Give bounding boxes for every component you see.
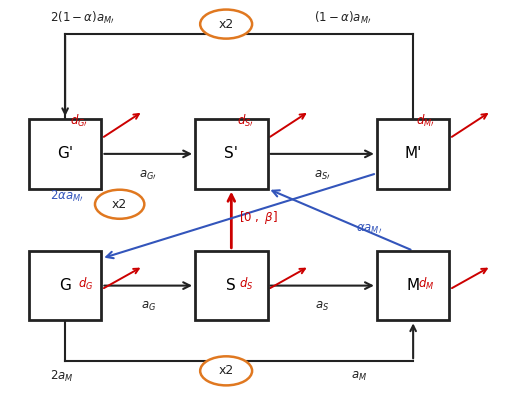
Ellipse shape xyxy=(200,356,252,386)
Text: x2: x2 xyxy=(218,18,234,31)
Text: $a_{G\prime}$: $a_{G\prime}$ xyxy=(139,169,157,182)
Text: x2: x2 xyxy=(112,198,127,211)
Text: x2: x2 xyxy=(218,364,234,377)
FancyBboxPatch shape xyxy=(377,251,449,320)
Text: $2\alpha a_{M\prime}$: $2\alpha a_{M\prime}$ xyxy=(49,189,83,204)
Ellipse shape xyxy=(200,9,252,39)
FancyBboxPatch shape xyxy=(195,119,268,189)
Text: $a_S$: $a_S$ xyxy=(315,300,329,314)
FancyBboxPatch shape xyxy=(29,251,101,320)
Text: $(1-\alpha)a_{M\prime}$: $(1-\alpha)a_{M\prime}$ xyxy=(314,10,372,26)
Text: G: G xyxy=(59,278,71,293)
Text: $a_M$: $a_M$ xyxy=(351,370,367,383)
Text: $a_G$: $a_G$ xyxy=(141,300,156,314)
Text: $d_{G\prime}$: $d_{G\prime}$ xyxy=(70,113,88,129)
Text: $d_S$: $d_S$ xyxy=(239,275,254,292)
Text: G': G' xyxy=(57,146,73,162)
Text: S: S xyxy=(226,278,236,293)
Text: $2(1-\alpha)a_{M\prime}$: $2(1-\alpha)a_{M\prime}$ xyxy=(49,10,114,26)
Text: $d_{M\prime}$: $d_{M\prime}$ xyxy=(416,113,435,129)
Text: $\alpha a_{M\prime}$: $\alpha a_{M\prime}$ xyxy=(356,223,382,236)
Text: M: M xyxy=(406,278,419,293)
Text: $d_M$: $d_M$ xyxy=(418,275,435,292)
Text: M': M' xyxy=(404,146,422,162)
Text: S': S' xyxy=(224,146,238,162)
FancyBboxPatch shape xyxy=(377,119,449,189)
Ellipse shape xyxy=(95,190,144,219)
Text: $2a_M$: $2a_M$ xyxy=(49,369,73,384)
Text: $d_{S\prime}$: $d_{S\prime}$ xyxy=(237,113,254,129)
FancyBboxPatch shape xyxy=(195,251,268,320)
Text: $d_G$: $d_G$ xyxy=(78,275,93,292)
Text: $a_{S\prime}$: $a_{S\prime}$ xyxy=(314,169,331,182)
Text: $[0\ ,\ \beta]$: $[0\ ,\ \beta]$ xyxy=(239,209,278,226)
FancyBboxPatch shape xyxy=(29,119,101,189)
